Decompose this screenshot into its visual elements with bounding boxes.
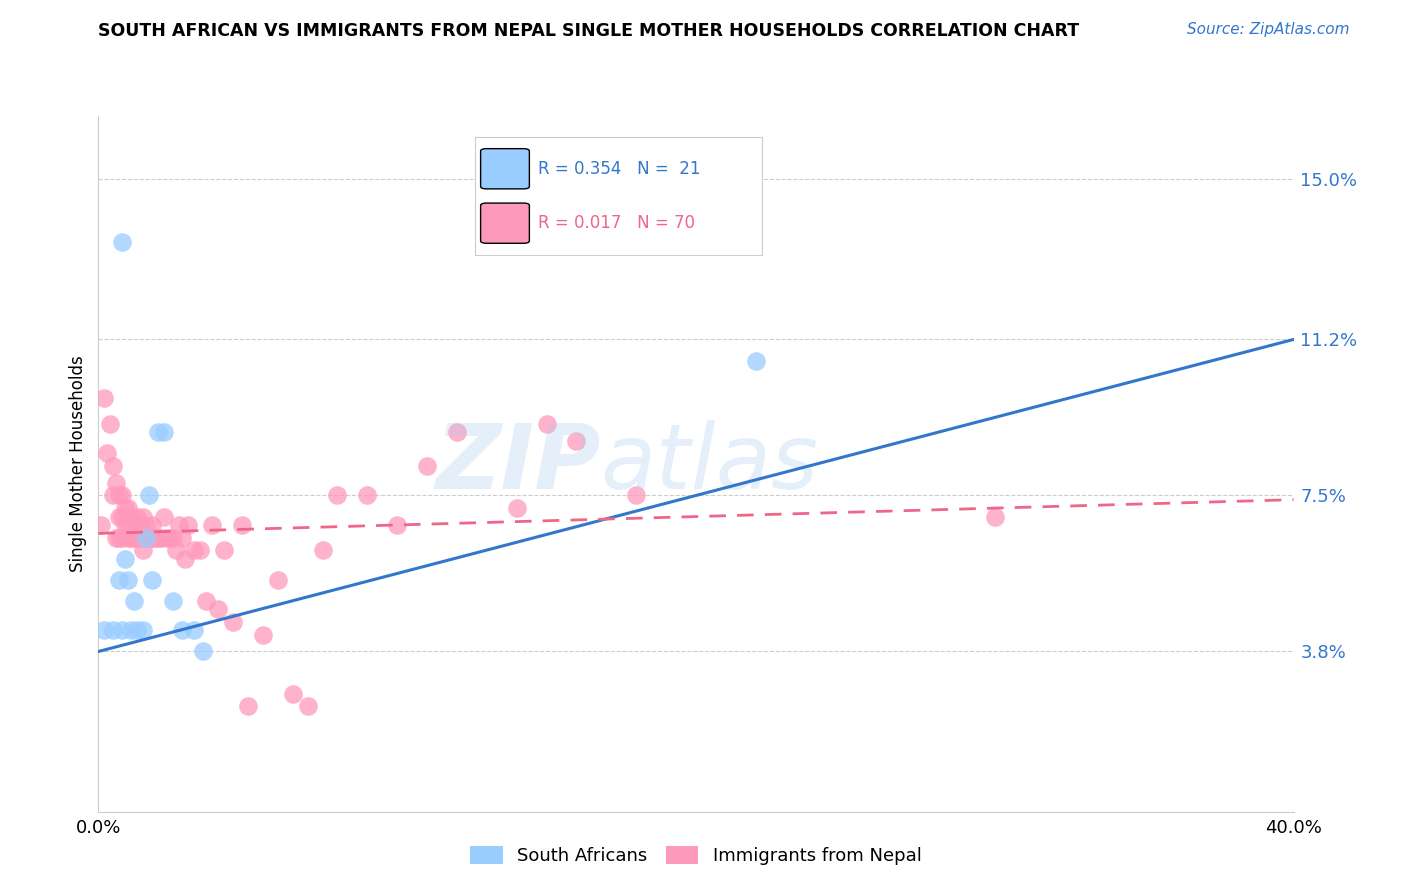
Point	[201, 518, 224, 533]
Point	[114, 518, 136, 533]
Point	[222, 615, 245, 629]
Point	[745, 353, 768, 368]
Point	[111, 509, 134, 524]
Point	[281, 687, 304, 701]
Text: SOUTH AFRICAN VS IMMIGRANTS FROM NEPAL SINGLE MOTHER HOUSEHOLDS CORRELATION CHAR: SOUTH AFRICAN VS IMMIGRANTS FROM NEPAL S…	[98, 22, 1080, 40]
Point	[135, 531, 157, 545]
Point	[117, 501, 139, 516]
Point	[129, 531, 152, 545]
Point	[231, 518, 253, 533]
Point	[156, 531, 179, 545]
Point	[98, 417, 122, 431]
Point	[111, 488, 134, 502]
Point	[93, 624, 115, 638]
Point	[127, 509, 149, 524]
Point	[153, 425, 176, 440]
Point	[132, 624, 155, 638]
Point	[138, 488, 160, 502]
Text: atlas: atlas	[600, 420, 818, 508]
Point	[129, 518, 152, 533]
Point	[114, 501, 136, 516]
Point	[188, 543, 211, 558]
Point	[297, 699, 319, 714]
Point	[311, 543, 333, 558]
Y-axis label: Single Mother Households: Single Mother Households	[69, 356, 87, 572]
Point	[90, 518, 112, 533]
Point	[983, 509, 1005, 524]
Point	[93, 392, 115, 406]
Text: ZIP: ZIP	[434, 420, 600, 508]
Point	[385, 518, 409, 533]
Point	[108, 531, 131, 545]
Point	[153, 509, 176, 524]
Point	[565, 434, 588, 448]
Point	[143, 531, 166, 545]
Point	[159, 531, 181, 545]
Point	[174, 551, 197, 566]
Point	[624, 488, 647, 502]
Point	[207, 602, 229, 616]
Point	[191, 644, 214, 658]
Point	[194, 594, 218, 608]
Point	[252, 627, 274, 641]
Point	[111, 624, 134, 638]
Point	[117, 573, 139, 587]
Point	[183, 543, 205, 558]
Point	[135, 531, 157, 545]
Point	[446, 425, 468, 440]
Point	[162, 594, 184, 608]
Point	[127, 624, 149, 638]
Point	[103, 488, 125, 502]
Point	[138, 531, 160, 545]
Point	[108, 488, 131, 502]
Point	[326, 488, 349, 502]
Point	[165, 543, 187, 558]
Point	[162, 531, 184, 545]
Point	[141, 518, 163, 533]
Point	[117, 531, 139, 545]
Point	[141, 573, 163, 587]
Point	[148, 425, 170, 440]
Point	[124, 531, 146, 545]
Point	[150, 531, 173, 545]
Point	[108, 573, 131, 587]
Point	[111, 531, 134, 545]
Point	[141, 531, 163, 545]
Point	[177, 518, 200, 533]
Point	[132, 543, 155, 558]
Legend: South Africans, Immigrants from Nepal: South Africans, Immigrants from Nepal	[463, 838, 929, 872]
Point	[103, 458, 125, 473]
Point	[120, 509, 142, 524]
Point	[212, 543, 235, 558]
Point	[111, 235, 134, 250]
Point	[172, 531, 194, 545]
Point	[356, 488, 378, 502]
Point	[105, 475, 128, 490]
Point	[236, 699, 259, 714]
Point	[416, 458, 439, 473]
Point	[103, 624, 125, 638]
Point	[105, 531, 128, 545]
Point	[127, 531, 149, 545]
Point	[124, 518, 146, 533]
Point	[132, 509, 155, 524]
Point	[120, 624, 142, 638]
Text: Source: ZipAtlas.com: Source: ZipAtlas.com	[1187, 22, 1350, 37]
Point	[172, 624, 194, 638]
Point	[506, 501, 529, 516]
Point	[96, 446, 118, 460]
Point	[117, 518, 139, 533]
Point	[120, 531, 142, 545]
Point	[167, 518, 190, 533]
Point	[124, 594, 146, 608]
Point	[536, 417, 558, 431]
Point	[135, 518, 157, 533]
Point	[267, 573, 290, 587]
Point	[108, 509, 131, 524]
Point	[183, 624, 205, 638]
Point	[148, 531, 170, 545]
Point	[114, 551, 136, 566]
